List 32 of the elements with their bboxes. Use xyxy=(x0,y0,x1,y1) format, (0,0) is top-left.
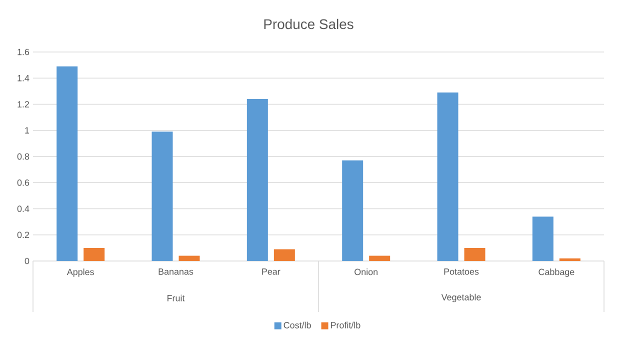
bar xyxy=(274,249,295,261)
bar xyxy=(246,99,268,261)
legend-label: Cost/lb xyxy=(284,322,311,328)
x-tick-label: Apples xyxy=(66,268,94,277)
bar xyxy=(56,66,78,261)
chart-title: Produce Sales xyxy=(264,18,354,30)
bar xyxy=(84,248,105,261)
x-tick-label: Cabbage xyxy=(538,268,574,277)
y-tick-label: 1.4 xyxy=(18,75,30,82)
x-tick-label: Onion xyxy=(354,268,378,276)
bar xyxy=(464,248,486,261)
y-tick-label: 1.6 xyxy=(18,48,30,56)
y-tick-label: 0.4 xyxy=(17,206,30,212)
bar xyxy=(178,256,200,261)
y-tick-label: 0.2 xyxy=(17,232,30,238)
bar xyxy=(342,160,364,261)
y-tick-label: 0.8 xyxy=(17,153,30,160)
text: Fruit xyxy=(168,294,185,302)
legend-label: Profit/lb xyxy=(330,322,360,328)
text: Vegetable xyxy=(441,294,481,302)
y-tick-label: 0.6 xyxy=(17,179,30,186)
y-tick-label: 1 xyxy=(25,127,30,134)
x-tick-label: Pear xyxy=(262,268,280,275)
y-tick-label: 1.2 xyxy=(18,101,30,108)
x-tick-label: Bananas xyxy=(158,268,194,275)
bar xyxy=(559,258,580,261)
y-tick-label: 0 xyxy=(24,258,30,264)
bar xyxy=(437,92,458,261)
x-tick-label: Potatoes xyxy=(444,268,479,275)
bar xyxy=(369,256,390,261)
bar xyxy=(532,216,554,261)
bar xyxy=(152,132,173,261)
